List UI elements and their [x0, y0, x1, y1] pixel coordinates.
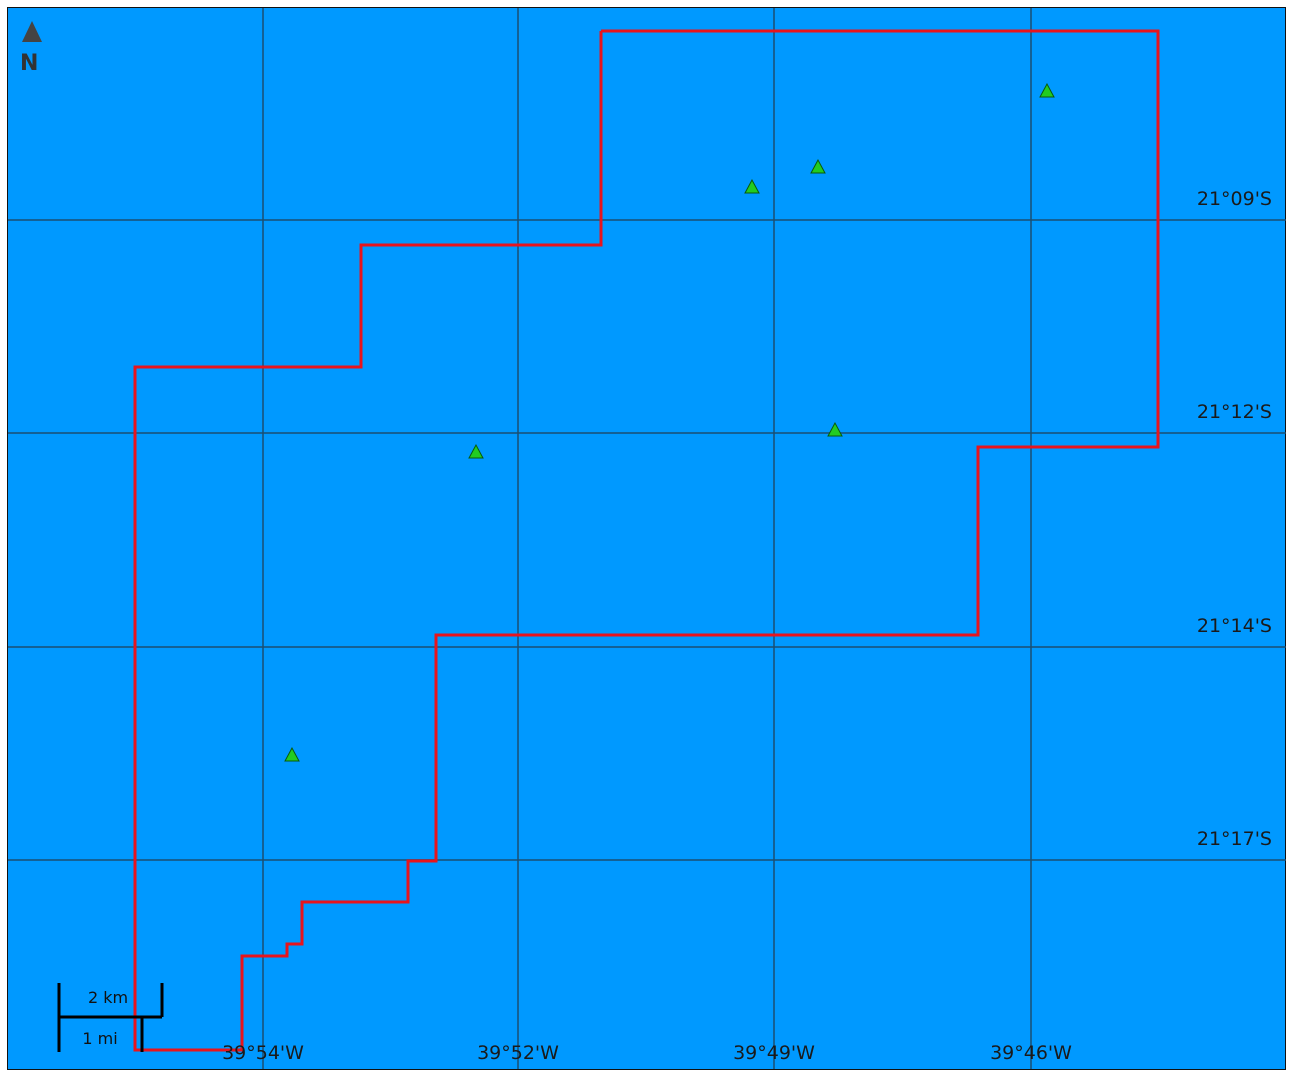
latitude-label: 21°17'S: [1197, 828, 1272, 850]
map-canvas[interactable]: [7, 7, 1286, 1070]
longitude-label: 39°54'W: [222, 1042, 304, 1064]
green-triangle-icon[interactable]: [744, 178, 760, 194]
green-triangle-icon[interactable]: [284, 746, 300, 762]
longitude-label: 39°49'W: [733, 1042, 815, 1064]
latitude-label: 21°09'S: [1197, 188, 1272, 210]
graticule: [8, 8, 1286, 1069]
longitude-labels: 39°54'W 39°52'W 39°49'W 39°46'W: [222, 1042, 1072, 1064]
latitude-label: 21°12'S: [1197, 401, 1272, 423]
north-arrow: N: [20, 21, 42, 76]
longitude-label: 39°52'W: [477, 1042, 559, 1064]
scale-bar: 2 km 1 mi: [57, 983, 164, 1052]
scale-bar-km-label: 2 km: [88, 988, 128, 1007]
block-boundary[interactable]: [133, 29, 1160, 1052]
well-markers: [284, 82, 1055, 762]
green-triangle-icon[interactable]: [810, 158, 826, 174]
green-triangle-icon[interactable]: [1039, 82, 1055, 98]
green-triangle-icon[interactable]: [827, 421, 843, 437]
latitude-labels: 21°09'S 21°12'S 21°14'S 21°17'S: [1197, 188, 1272, 850]
green-triangle-icon[interactable]: [468, 443, 484, 459]
north-arrow-icon: [22, 21, 42, 42]
latitude-label: 21°14'S: [1197, 615, 1272, 637]
longitude-label: 39°46'W: [990, 1042, 1072, 1064]
scale-bar-mi-label: 1 mi: [82, 1029, 117, 1048]
north-arrow-label: N: [20, 51, 38, 76]
